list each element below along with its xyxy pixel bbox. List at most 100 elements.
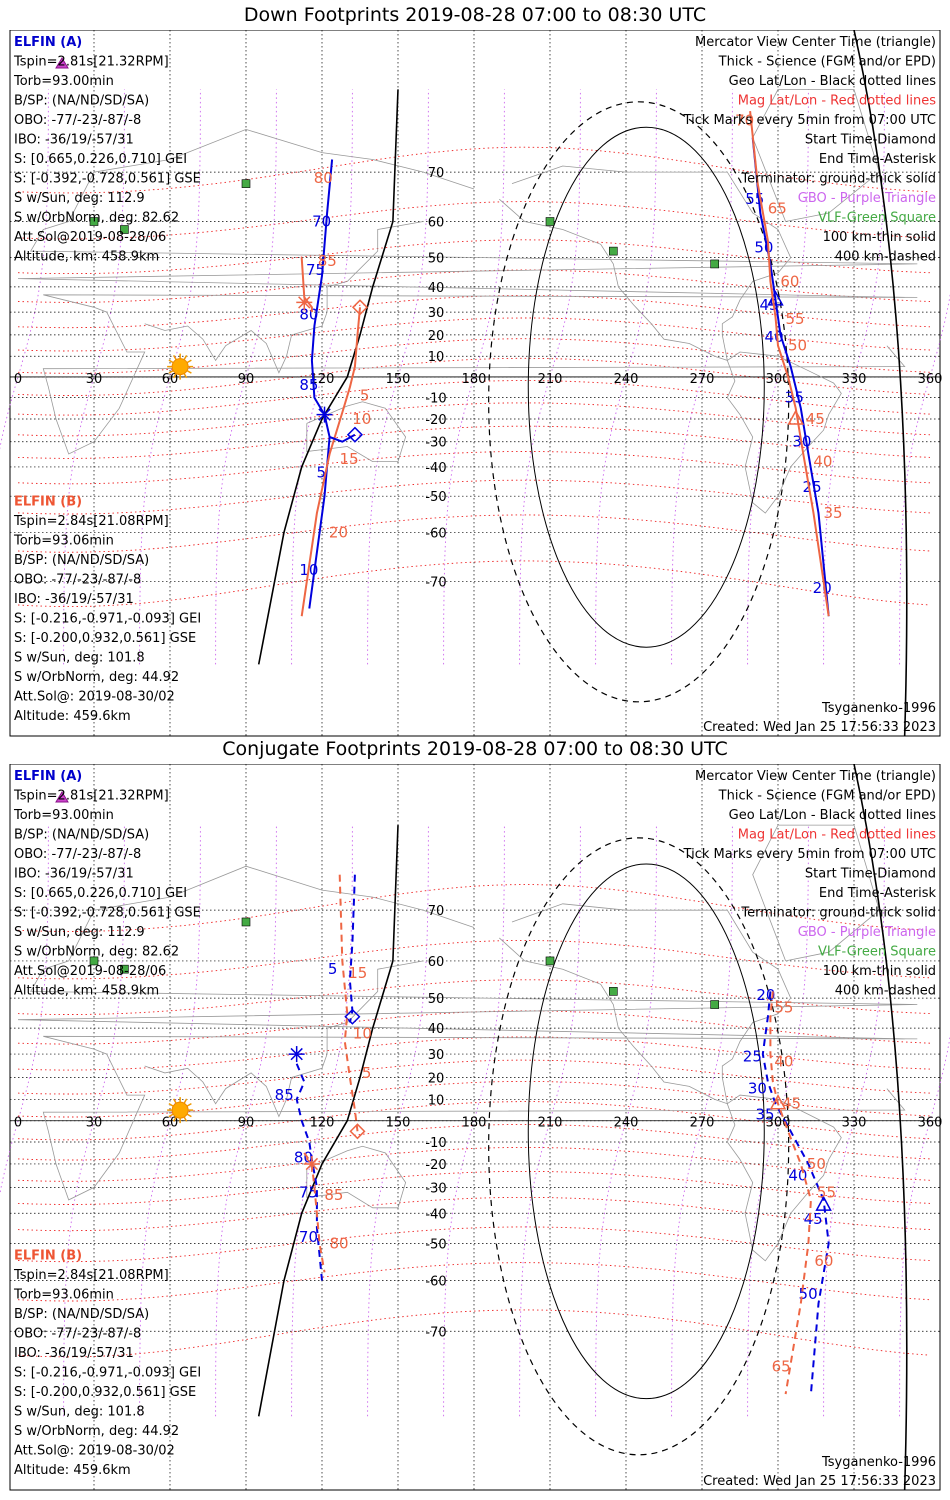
elfin-b-info-line: Att.Sol@: 2019-08-30/02 [14, 1444, 175, 1459]
elfin-a-title: ELFIN (A) [14, 35, 82, 50]
legend-line: Terminator: ground-thick solid [740, 172, 936, 187]
track-tick-label: 85 [275, 1086, 294, 1104]
end-asterisk-marker [290, 1047, 303, 1061]
track-tick-label: 85 [324, 1186, 343, 1204]
elfin-b-info-line: S w/OrbNorm, deg: 44.92 [14, 1424, 179, 1439]
legend-line: VLF-Green Square [818, 211, 936, 226]
sun-ray [172, 354, 177, 361]
elfin-b-info-line: OBO: -77/-23/-87/-8 [14, 1327, 141, 1342]
sun-ray [183, 1098, 188, 1104]
legend-line: Thick - Science (FGM and/or EPD) [718, 55, 936, 70]
footprint-track [769, 991, 812, 1395]
sun-ray [183, 354, 188, 361]
track-tick-label: 60 [814, 1252, 833, 1270]
lat-tick-label: -70 [425, 576, 446, 591]
coastline [42, 294, 918, 455]
track-tick-label: 85 [299, 376, 318, 394]
lon-tick-label: 120 [310, 372, 335, 387]
coastline [144, 960, 424, 1118]
elfin-a-title: ELFIN (A) [14, 769, 82, 784]
mag-lat-line [17, 884, 931, 932]
track-tick-label: 35 [755, 1105, 774, 1123]
lon-tick-label: 90 [238, 372, 255, 387]
sun-ray [183, 1116, 188, 1122]
vlf-square [89, 217, 99, 226]
track-tick-label: 55 [774, 999, 793, 1017]
elfin-a-info-line: Torb=93.00min [13, 808, 114, 823]
elfin-a-info-line: Att.Sol@2019-08-28/06 [14, 230, 166, 245]
lat-tick-label: 70 [428, 904, 445, 919]
track-tick-label: 80 [299, 305, 318, 323]
start-diamond-marker [349, 1123, 366, 1140]
track-tick-label: 50 [788, 337, 807, 355]
coastline [499, 903, 792, 1105]
lon-tick-label: 0 [14, 1116, 22, 1131]
lat-tick-label: -60 [425, 1275, 446, 1290]
track-tick-label: 40 [813, 453, 832, 471]
elfin-a-info-line: S w/OrbNorm, deg: 82.62 [14, 211, 179, 226]
lon-tick-label: 210 [538, 372, 563, 387]
coastline [306, 1145, 407, 1209]
lat-tick-label: 20 [428, 1071, 445, 1086]
track-tick-label: 45 [804, 1210, 823, 1228]
elfin-b-title: ELFIN (B) [14, 1249, 82, 1264]
coastline [752, 824, 880, 962]
lon-tick-label: 0 [14, 372, 22, 387]
elfin-a-info-line: S: [0.665,0.226,0.710] GEI [14, 152, 187, 167]
lat-tick-label: -60 [425, 526, 446, 541]
track-tick-label: 30 [748, 1080, 767, 1098]
oval-400km [488, 101, 790, 703]
gbo-triangle [55, 57, 69, 69]
track-tick-label: 45 [806, 410, 825, 428]
mag-lon-line [671, 89, 733, 665]
legend-line: Mag Lat/Lon - Red dotted lines [738, 828, 936, 843]
lon-tick-label: 180 [462, 372, 487, 387]
mag-lon-line [443, 89, 505, 665]
track-tick-label: 15 [348, 964, 367, 982]
vlf-square [120, 964, 129, 974]
mag-lon-line [291, 89, 353, 665]
end-asterisk-marker [318, 408, 331, 421]
elfin-a-info-line: Tspin=2.81s[21.32RPM] [13, 55, 169, 70]
lat-tick-label: -30 [425, 436, 446, 451]
lat-tick-label: -70 [425, 1325, 446, 1340]
sun-ray [168, 1102, 174, 1107]
footprint-track [751, 137, 830, 617]
vlf-square [609, 246, 618, 256]
lon-tick-label: 330 [842, 1116, 867, 1131]
track-tick-label: 35 [823, 504, 842, 522]
lat-tick-label: 30 [428, 1048, 445, 1063]
sun-icon [171, 358, 189, 376]
coastline [17, 865, 918, 1040]
mag-lon-line [63, 89, 125, 665]
oval-100km [527, 126, 765, 648]
track-tick-label: 50 [754, 239, 773, 257]
coastline [17, 128, 918, 298]
lat-tick-label: 50 [428, 252, 445, 267]
conjugate-footprints-map: 0 30 60 90 120 150 180 210 240 270 300 330 360706050… [0, 764, 950, 1491]
gbo-triangle [55, 791, 69, 803]
coastline [726, 351, 842, 514]
elfin-a-info-line: Altitude, km: 458.9km [14, 250, 159, 265]
elfin-b-info-line: IBO: -36/19/-57/31 [14, 592, 134, 607]
lat-tick-label: -40 [425, 461, 446, 476]
mag-lon-line [139, 89, 201, 665]
legend-line: Start Time-Diamond [805, 867, 936, 882]
track-tick-label: 5 [328, 960, 338, 978]
coastline [499, 165, 792, 361]
legend-line: Tick Marks every 5min from 07:00 UTC [683, 847, 936, 862]
mag-lon-line [0, 89, 49, 450]
elfin-a-info-line: IBO: -36/19/-57/31 [14, 133, 134, 148]
footer-model: Tsyganenko-1996 [821, 701, 936, 716]
sun-ray [186, 359, 192, 364]
footprint-track [338, 874, 359, 1132]
legend-line: End Time-Asterisk [819, 152, 937, 167]
track-tick-label: 80 [294, 1148, 313, 1166]
lon-tick-label: 240 [614, 372, 639, 387]
terminator-line [853, 764, 908, 1491]
coastline [306, 401, 407, 462]
legend-line: 400 km-dashed [835, 984, 936, 999]
track-tick-label: 65 [772, 1358, 791, 1376]
center-triangle-marker [815, 1195, 832, 1211]
coastline [42, 1035, 918, 1201]
